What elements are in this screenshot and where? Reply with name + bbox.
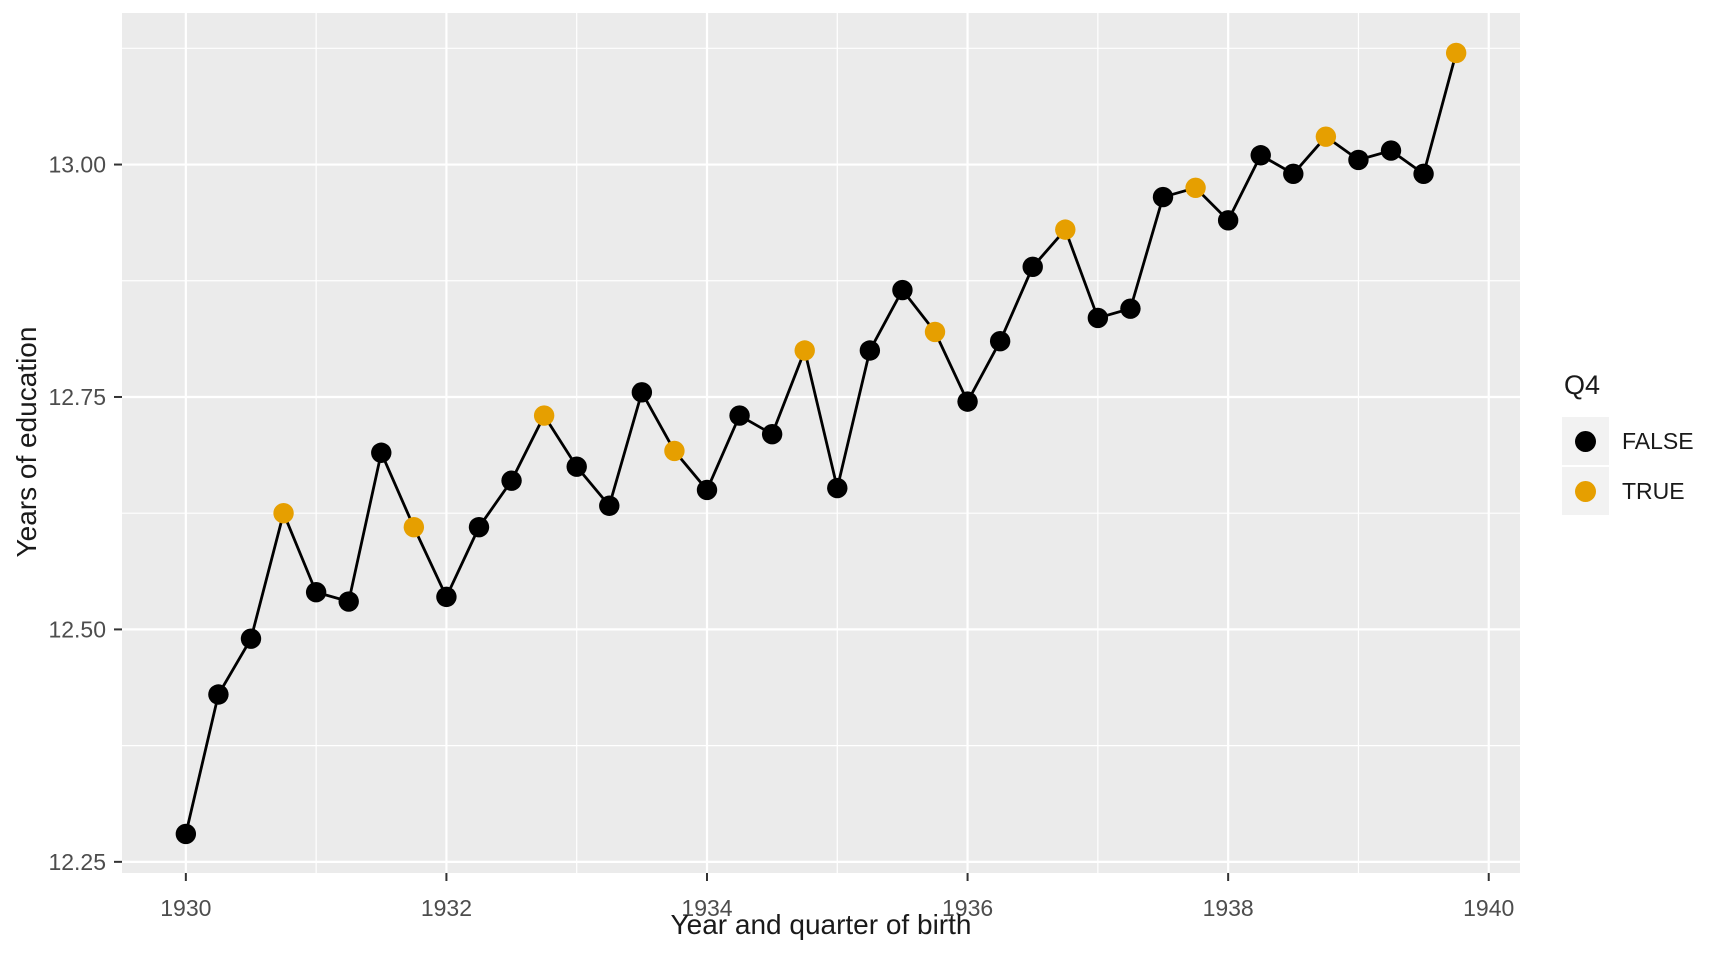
legend-title: Q4 bbox=[1564, 370, 1601, 400]
data-point-q4-false bbox=[631, 382, 653, 403]
data-point-q4-false bbox=[1217, 210, 1239, 231]
data-point-q4-true bbox=[403, 516, 425, 538]
data-point-q4-true bbox=[1055, 219, 1076, 240]
data-line bbox=[184, 52, 1458, 835]
true-point-icon bbox=[1575, 480, 1596, 502]
data-point-q4-true bbox=[794, 340, 815, 361]
data-point-q4-false bbox=[208, 684, 229, 705]
data-point-q4-true bbox=[273, 502, 294, 524]
data-point-q4-false bbox=[175, 823, 197, 845]
data-point-q4-false bbox=[1250, 145, 1271, 166]
data-point-q4-false bbox=[696, 479, 718, 501]
data-point-q4-false bbox=[1120, 298, 1141, 319]
data-point-q4-true bbox=[1445, 42, 1467, 64]
legend-item-false: FALSE bbox=[1562, 417, 1728, 465]
data-point-q4-false bbox=[371, 442, 392, 463]
data-point-q4-false bbox=[729, 405, 750, 426]
data-point-q4-false bbox=[468, 516, 490, 538]
data-point-q4-true bbox=[664, 440, 685, 462]
x-tick-label: 1940 bbox=[1463, 895, 1514, 921]
x-axis-title: Year and quarter of birth bbox=[670, 909, 972, 940]
data-point-q4-false bbox=[859, 340, 881, 361]
x-tick-label: 1938 bbox=[1203, 895, 1254, 921]
data-point-q4-false bbox=[957, 391, 978, 412]
data-point-q4-false bbox=[1087, 307, 1109, 329]
data-point-q4-false bbox=[989, 330, 1011, 352]
data-point-q4-true bbox=[924, 321, 946, 343]
y-tick-label: 13.00 bbox=[48, 152, 106, 178]
data-point-q4-true bbox=[533, 405, 555, 426]
data-point-q4-false bbox=[501, 470, 522, 491]
data-point-q4-true bbox=[1315, 126, 1337, 147]
data-point-q4-false bbox=[338, 591, 359, 612]
data-point-q4-false bbox=[761, 423, 783, 445]
data-point-q4-false bbox=[599, 495, 620, 516]
data-point-q4-false bbox=[566, 456, 587, 477]
x-tick-label: 1934 bbox=[681, 895, 732, 921]
data-point-q4-false bbox=[436, 586, 457, 608]
data-point-q4-false bbox=[1380, 140, 1402, 161]
legend-label-false: FALSE bbox=[1622, 427, 1694, 454]
data-point-q4-false bbox=[305, 582, 327, 603]
x-tick-label: 1930 bbox=[160, 895, 211, 921]
y-tick-label: 12.50 bbox=[48, 616, 106, 642]
data-point-q4-false bbox=[1022, 256, 1043, 278]
y-axis-title: Years of education bbox=[11, 326, 43, 558]
false-point-icon bbox=[1575, 430, 1596, 452]
data-point-q4-false bbox=[827, 477, 848, 499]
legend-label-true: TRUE bbox=[1622, 477, 1685, 504]
y-tick-label: 12.75 bbox=[48, 384, 106, 410]
legend: Q4 FALSE TRUE bbox=[1562, 370, 1728, 517]
plot-panel bbox=[122, 13, 1520, 873]
data-point-q4-false bbox=[892, 279, 913, 301]
x-tick-label: 1932 bbox=[421, 895, 472, 921]
data-point-q4-false bbox=[1413, 163, 1434, 185]
data-point-q4-false bbox=[1348, 149, 1369, 171]
y-tick-label: 12.25 bbox=[48, 849, 106, 875]
legend-item-true: TRUE bbox=[1562, 467, 1728, 515]
legend-key-false bbox=[1562, 417, 1609, 465]
data-point-q4-false bbox=[1152, 186, 1174, 208]
data-point-q4-false bbox=[240, 628, 262, 649]
x-tick-label: 1936 bbox=[942, 895, 993, 921]
legend-key-true bbox=[1562, 467, 1609, 515]
data-point-q4-true bbox=[1185, 177, 1206, 198]
data-point-q4-false bbox=[1283, 163, 1304, 185]
